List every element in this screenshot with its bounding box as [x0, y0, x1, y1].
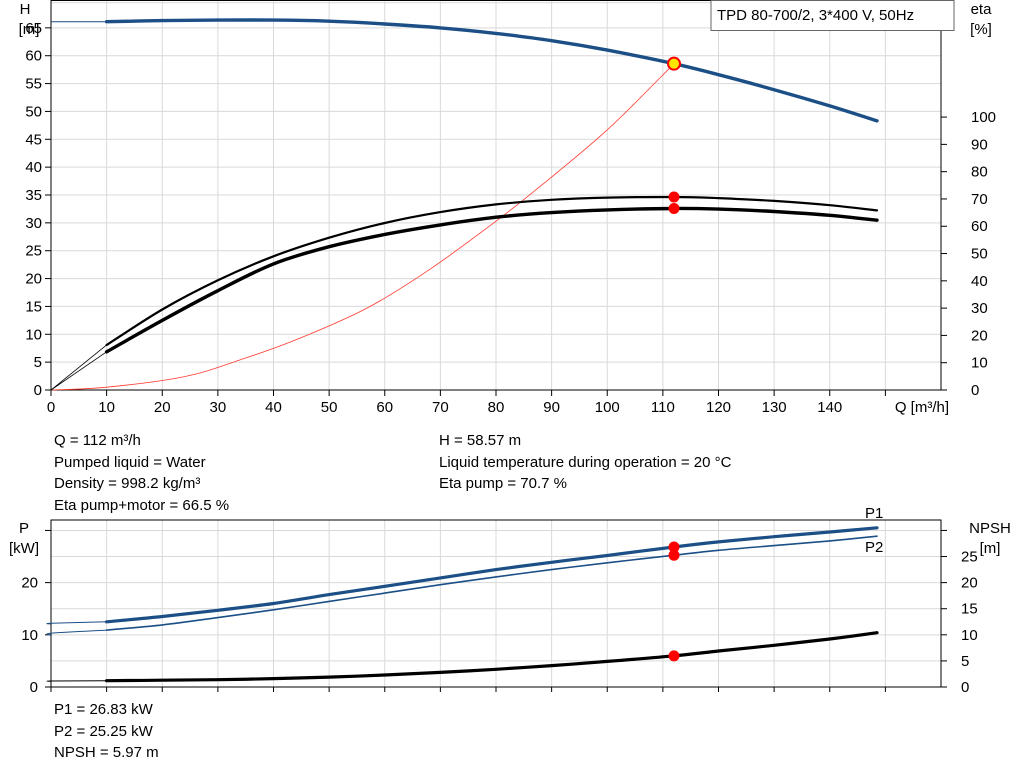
x-tick-label: 90: [543, 399, 560, 416]
p1-curve: [105, 526, 879, 624]
pump-title-label: TPD 80-700/2, 3*400 V, 50Hz: [717, 7, 914, 24]
y-left-axis-label: H: [20, 1, 31, 18]
y-left-tick-label: 5: [34, 354, 42, 371]
density-readout: Density = 998.2 kg/m³: [54, 475, 201, 492]
p2-curve: [105, 535, 878, 631]
y-right-tick-label: 50: [971, 246, 988, 263]
y-left-tick-label: 30: [25, 215, 42, 232]
y-left-tick-label: 25: [25, 243, 42, 260]
y-left-tick-label: 0: [30, 679, 38, 696]
p1-series-label: P1: [865, 505, 883, 522]
x-tick-label: 100: [595, 399, 620, 416]
y-left-tick-label: 10: [21, 627, 38, 644]
p1-curve-start-segment: [46, 621, 107, 625]
y-left-axis-unit: [kW]: [9, 540, 39, 557]
eta-total-curve: [104, 206, 879, 354]
x-tick-label: 130: [762, 399, 787, 416]
y-left-tick-label: 45: [25, 131, 42, 148]
y-right-tick-label: 30: [971, 300, 988, 317]
p1-readout: P1 = 26.83 kW: [54, 701, 153, 718]
x-tick-label: 30: [210, 399, 227, 416]
npsh-curve-start-segment: [46, 680, 107, 682]
y-right-tick-label: 0: [971, 382, 979, 399]
system-curve: [50, 63, 675, 391]
y-right-tick-label: 15: [961, 601, 978, 618]
liquid-readout: Pumped liquid = Water: [54, 453, 206, 471]
npsh-readout: NPSH = 5.97 m: [54, 744, 159, 761]
y-left-tick-label: 15: [25, 298, 42, 315]
y-right-axis-unit: [m]: [980, 540, 1001, 557]
duty-point-head: [667, 56, 681, 71]
temperature-readout: Liquid temperature during operation = 20…: [439, 453, 732, 471]
eta-total-curve-start-segment: [50, 351, 107, 391]
y-left-tick-label: 40: [25, 159, 42, 176]
y-right-axis-unit: [%]: [970, 21, 992, 38]
p2-series-label: P2: [865, 539, 883, 556]
y-left-tick-label: 10: [25, 326, 42, 343]
x-tick-label: 120: [706, 399, 731, 416]
y-left-tick-label: 55: [25, 76, 42, 93]
head-curve: [104, 18, 879, 123]
duty-point-p2: [668, 549, 680, 561]
x-tick-label: 0: [47, 399, 55, 416]
y-left-tick-label: 35: [25, 187, 42, 204]
x-axis-label: Q [m³/h]: [895, 399, 949, 416]
duty-point-eta-total: [668, 203, 680, 215]
y-left-tick-label: 65: [25, 20, 42, 37]
duty-info-left: Q = 112 m³/h Pumped liquid = Water Densi…: [54, 430, 229, 516]
x-tick-label: 70: [432, 399, 449, 416]
x-tick-label: 80: [488, 399, 505, 416]
eta-total-readout: Eta pump+motor = 66.5 %: [54, 496, 230, 514]
y-right-tick-label: 60: [971, 218, 988, 235]
duty-point-p1: [668, 541, 680, 553]
y-right-axis-label: NPSH: [969, 520, 1011, 537]
x-tick-label: 40: [265, 399, 282, 416]
y-left-tick-label: 0: [34, 382, 42, 399]
eta-pump-readout: Eta pump = 70.7 %: [439, 475, 567, 492]
title-box: [710, 0, 955, 31]
y-left-tick-label: 20: [25, 271, 42, 288]
y-right-tick-label: 70: [971, 191, 988, 208]
y-right-tick-label: 25: [961, 549, 978, 566]
y-right-axis-label: eta: [971, 1, 993, 18]
y-right-tick-label: 20: [971, 327, 988, 344]
y-left-tick-label: 60: [25, 48, 42, 65]
duty-point-npsh: [668, 650, 680, 662]
y-right-tick-label: 90: [971, 136, 988, 153]
npsh-curve: [105, 631, 879, 683]
duty-info-right: H = 58.57 m Liquid temperature during op…: [439, 430, 731, 495]
x-tick-label: 20: [154, 399, 171, 416]
y-right-tick-label: 100: [971, 109, 996, 126]
p2-curve-start-segment: [46, 629, 107, 636]
y-right-tick-label: 10: [961, 627, 978, 644]
x-tick-label: 140: [817, 399, 842, 416]
y-right-tick-label: 10: [971, 355, 988, 372]
x-tick-label: 10: [98, 399, 115, 416]
y-left-tick-label: 50: [25, 103, 42, 120]
duty-point-eta-pump: [668, 191, 680, 203]
y-right-tick-label: 5: [961, 653, 969, 670]
flow-readout: Q = 112 m³/h: [54, 432, 141, 449]
x-tick-label: 60: [376, 399, 393, 416]
head-readout: H = 58.57 m: [439, 432, 522, 449]
eta-pump-curve: [105, 195, 879, 347]
y-right-tick-label: 40: [971, 273, 988, 290]
y-left-axis-unit: [m]: [19, 21, 40, 38]
duty-info-bottom: P1 = 26.83 kW P2 = 25.25 kW NPSH = 5.97 …: [54, 699, 159, 764]
y-left-tick-label: 20: [21, 575, 38, 592]
x-tick-label: 110: [651, 399, 675, 416]
p2-readout: P2 = 25.25 kW: [54, 722, 153, 740]
x-tick-label: 50: [321, 399, 338, 416]
y-right-tick-label: 80: [971, 164, 988, 181]
y-right-tick-label: 20: [961, 575, 978, 592]
y-right-tick-label: 0: [961, 679, 969, 696]
eta-pump-curve-start-segment: [50, 344, 107, 391]
y-left-axis-label: P: [19, 520, 29, 537]
